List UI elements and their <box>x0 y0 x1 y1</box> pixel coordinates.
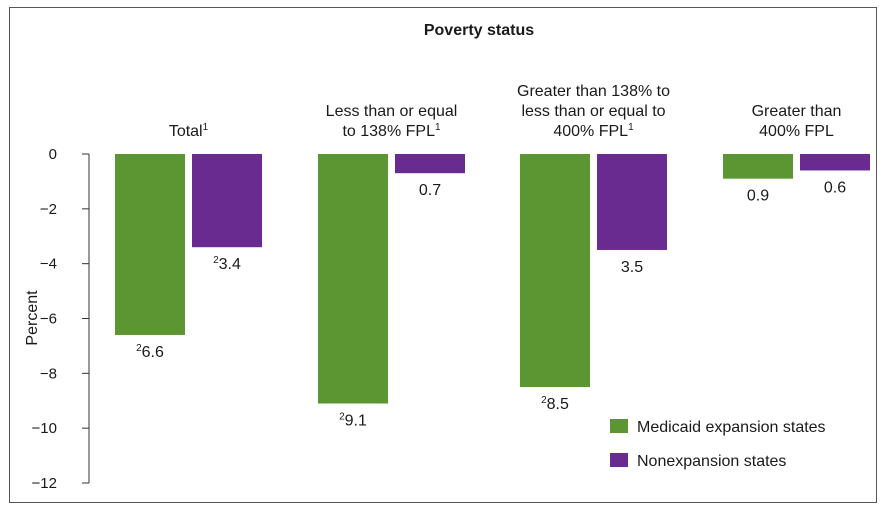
bar-expansion <box>723 154 793 179</box>
y-tick-label: 0 <box>49 146 57 163</box>
bar-expansion <box>318 154 388 404</box>
y-tick-label: −6 <box>40 311 57 328</box>
category-label: Greater than <box>752 103 842 120</box>
y-tick-label: −12 <box>32 475 57 492</box>
y-tick-label: −8 <box>40 365 57 382</box>
bar-value-label: 0.9 <box>747 188 769 205</box>
bar-value-label: 0.6 <box>824 179 846 196</box>
category-label: 400% FPL <box>759 123 834 140</box>
y-tick-label: −4 <box>40 256 57 273</box>
bar-expansion <box>520 154 590 388</box>
bar-value-label: 23.4 <box>213 255 241 273</box>
bar-nonexpansion <box>597 154 667 250</box>
y-axis-label: Percent <box>24 290 41 346</box>
chart-title: Poverty status <box>424 22 534 39</box>
bar-value-label: 29.1 <box>339 411 367 429</box>
bar-nonexpansion <box>395 154 465 174</box>
y-tick-label: −10 <box>32 420 57 437</box>
category-label: to 138% FPL1 <box>342 122 441 140</box>
category-label: Greater than 138% to <box>517 83 670 100</box>
category-label: less than or equal to <box>521 103 665 120</box>
bar-nonexpansion <box>800 154 870 171</box>
bar-nonexpansion <box>192 154 262 248</box>
category-label: Total1 <box>169 122 209 140</box>
legend-label: Medicaid expansion states <box>637 419 826 436</box>
legend-swatch <box>610 419 628 433</box>
legend-swatch <box>610 453 628 467</box>
bar-value-label: 3.5 <box>621 259 643 276</box>
y-tick-label: −2 <box>40 201 57 218</box>
bar-value-label: 0.7 <box>419 182 441 199</box>
bar-value-label: 26.6 <box>136 343 164 361</box>
legend-label: Nonexpansion states <box>637 453 786 470</box>
bar-value-label: 28.5 <box>541 395 569 413</box>
bar-chart: Poverty status Percent 0 −2 −4 −6 −8 −10 −12 2… <box>24 22 870 492</box>
category-label: 400% FPL1 <box>553 122 634 140</box>
category-label: Less than or equal <box>326 103 458 120</box>
bar-expansion <box>115 154 185 335</box>
chart-frame: Poverty status Percent 0 −2 −4 −6 −8 −10 −12 2… <box>9 7 877 503</box>
